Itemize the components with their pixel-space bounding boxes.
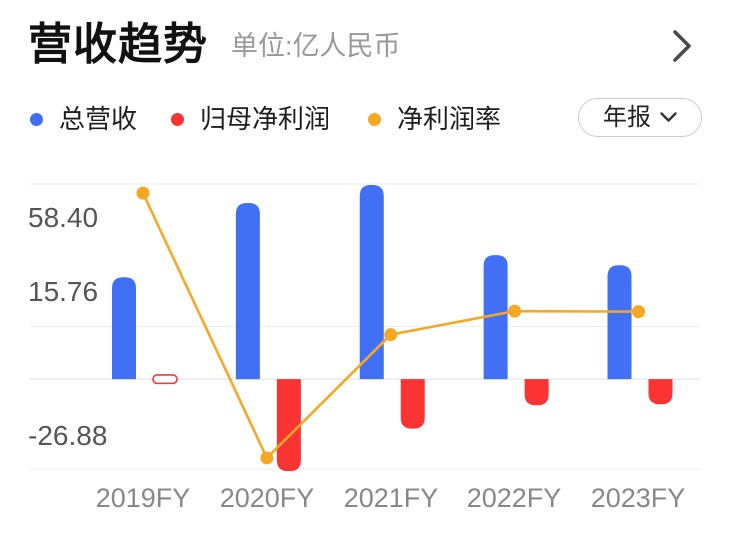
profit-bar-2023FY[interactable] xyxy=(648,379,673,405)
legend-label-total-revenue: 总营收 xyxy=(59,104,138,134)
margin-point-2022FY xyxy=(508,304,522,318)
margin-point-2021FY xyxy=(384,328,398,342)
margin-point-2023FY xyxy=(632,305,645,319)
margin-line xyxy=(141,191,640,460)
x-axis-label-2020fy: 2020FY xyxy=(219,483,315,513)
profit-bar-2022FY[interactable] xyxy=(524,379,549,406)
profit-bar-2019FY[interactable] xyxy=(152,374,178,385)
y-axis-tick--26.88: -26.88 xyxy=(28,420,108,451)
revenue-bar-2022FY[interactable] xyxy=(483,255,508,380)
legend-item-total-revenue: 总营收 xyxy=(30,105,137,133)
margin-legend-dot-icon xyxy=(368,112,381,126)
unit-label: 单位:亿人民币 xyxy=(231,31,401,61)
margin-point-2020FY xyxy=(260,451,274,465)
y-axis-tick-15.76: 15.76 xyxy=(28,276,99,307)
profit-bar-2020FY[interactable] xyxy=(276,379,301,472)
more-button[interactable] xyxy=(664,24,700,68)
y-axis-tick-58.40: 58.40 xyxy=(28,202,99,233)
revenue-bar-2021FY[interactable] xyxy=(359,185,384,380)
legend-label-net-margin: 净利润率 xyxy=(397,104,502,134)
revenue-legend-dot-icon xyxy=(30,112,43,126)
period-selector-label: 年报 xyxy=(603,103,651,131)
legend-item-net-profit: 归母净利润 xyxy=(171,105,330,133)
x-axis-label-2019fy: 2019FY xyxy=(95,483,191,513)
x-axis-label-2023fy: 2023FY xyxy=(590,483,686,513)
profit-bar-2021FY[interactable] xyxy=(400,379,425,429)
profit-legend-dot-icon xyxy=(171,112,184,126)
x-axis-label-2022fy: 2022FY xyxy=(466,483,562,513)
chevron-right-icon xyxy=(673,30,691,62)
chevron-down-icon xyxy=(660,112,677,122)
legend-item-net-margin: 净利润率 xyxy=(368,105,501,133)
margin-point-2019FY xyxy=(136,186,150,200)
revenue-bar-2020FY[interactable] xyxy=(235,203,260,380)
period-selector[interactable]: 年报 xyxy=(578,98,702,137)
legend-label-net-profit: 归母净利润 xyxy=(200,104,331,134)
revenue-bar-2019FY[interactable] xyxy=(112,277,136,380)
x-axis-label-2021fy: 2021FY xyxy=(343,483,439,513)
page-title: 营收趋势 xyxy=(28,20,208,69)
revenue-bar-2023FY[interactable] xyxy=(607,265,632,380)
